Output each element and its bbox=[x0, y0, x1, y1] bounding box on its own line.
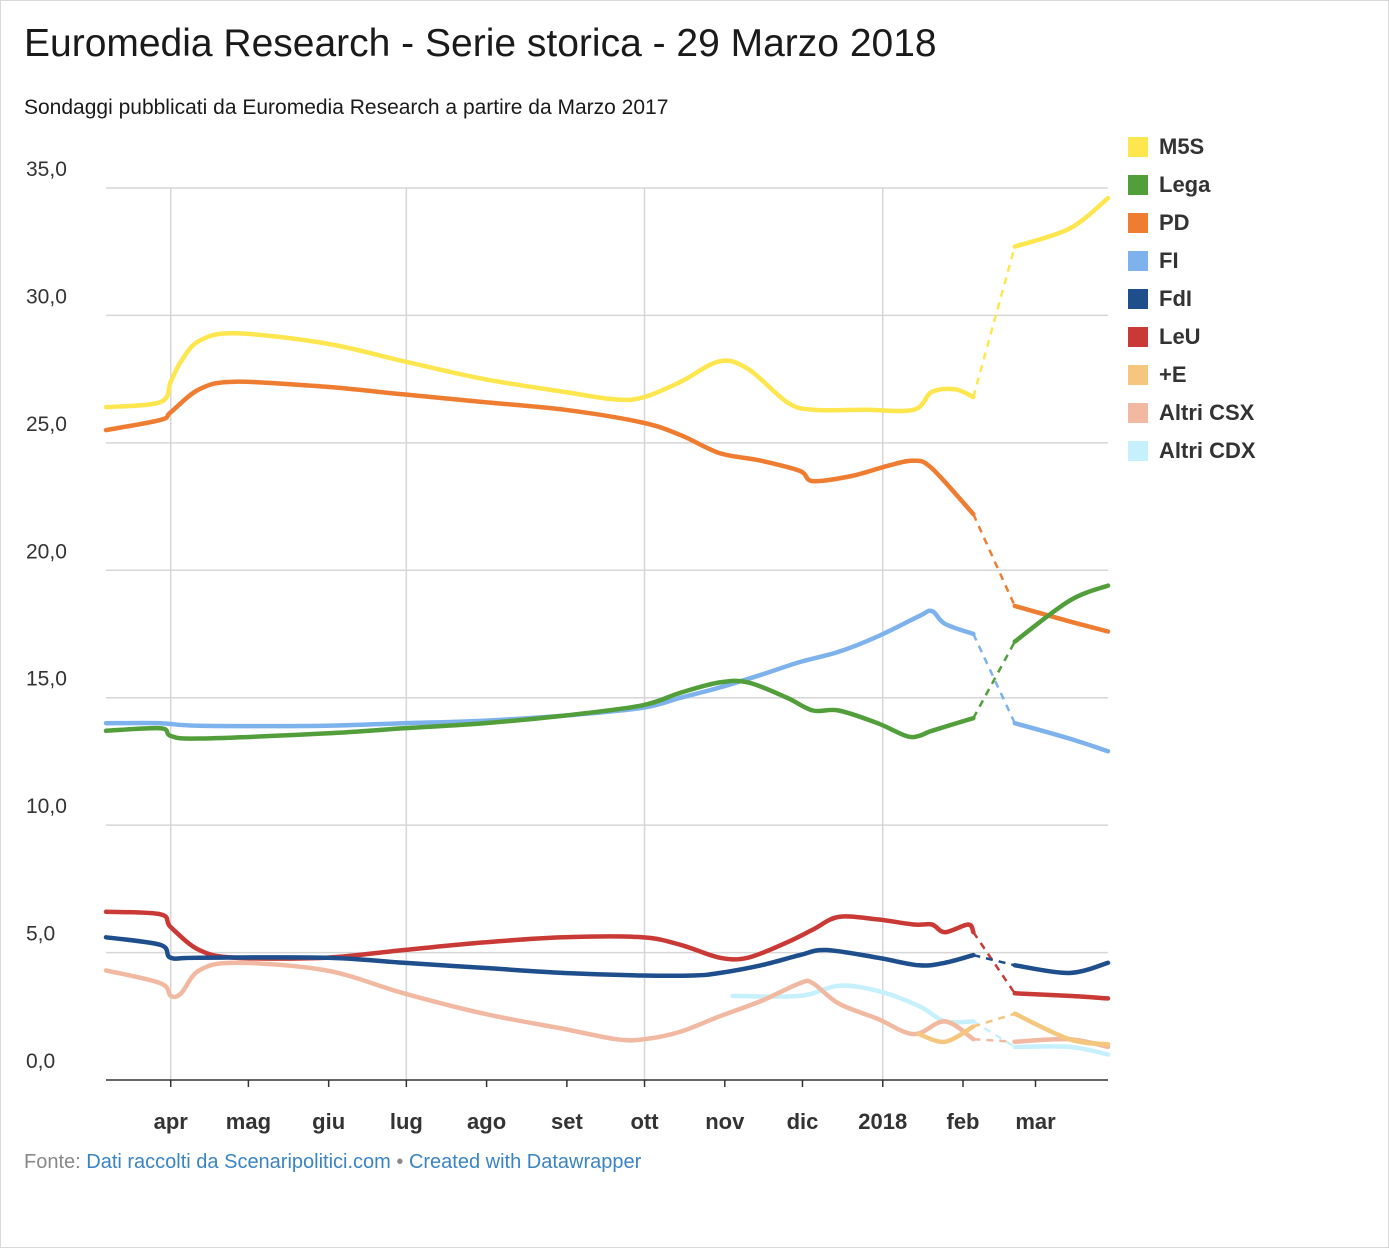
x-tick-label: nov bbox=[705, 1109, 745, 1134]
y-tick-label: 0,0 bbox=[26, 1050, 55, 1073]
legend-item: FdI bbox=[1128, 280, 1256, 318]
x-tick-label: feb bbox=[947, 1109, 980, 1134]
series-line-fi-after bbox=[1012, 720, 1111, 754]
x-tick-label: apr bbox=[154, 1109, 189, 1134]
x-tick-label: ago bbox=[467, 1109, 506, 1134]
legend-label: FI bbox=[1159, 248, 1179, 273]
legend-swatch bbox=[1128, 441, 1148, 461]
y-tick-label: 25,0 bbox=[26, 413, 67, 436]
x-tick-label: dic bbox=[787, 1109, 819, 1134]
series-line-fdi-after bbox=[1012, 960, 1111, 976]
series-line-e bbox=[916, 1024, 976, 1045]
series-line-pd bbox=[103, 379, 976, 517]
x-axis-ticks: apr mag giu lug ago set ott nov dic 2018 feb mar bbox=[154, 1080, 1056, 1134]
y-tick-label: 5,0 bbox=[26, 923, 55, 946]
legend-label: PD bbox=[1159, 210, 1190, 235]
legend-item: M5S bbox=[1128, 128, 1256, 166]
legend-item: PD bbox=[1128, 204, 1256, 242]
series-line-lega-after bbox=[1012, 583, 1111, 644]
series-dashed-pd bbox=[972, 513, 1016, 607]
legend-item: FI bbox=[1128, 242, 1256, 280]
x-tick-label: lug bbox=[390, 1109, 423, 1134]
footer-separator: • bbox=[390, 1151, 409, 1173]
source-link[interactable]: Dati raccolti da Scenaripolitici.com bbox=[86, 1151, 391, 1173]
legend-label: Lega bbox=[1159, 172, 1211, 197]
series-dashed-fi bbox=[972, 633, 1016, 724]
x-tick-label: giu bbox=[312, 1109, 345, 1134]
legend-swatch bbox=[1128, 403, 1148, 423]
legend-item: LeU bbox=[1128, 318, 1256, 356]
legend-item: +E bbox=[1128, 356, 1256, 394]
legend-swatch bbox=[1128, 137, 1148, 157]
grid-lines bbox=[106, 187, 1108, 1080]
legend-item: Lega bbox=[1128, 166, 1256, 204]
legend-swatch bbox=[1128, 289, 1148, 309]
series-line-leu-after bbox=[1012, 991, 1111, 1001]
series-dashed-altri-cdx bbox=[972, 1020, 1016, 1048]
chart-subtitle: Sondaggi pubblicati da Euromedia Researc… bbox=[24, 96, 669, 119]
legend-swatch bbox=[1128, 327, 1148, 347]
series-line-altri-csx bbox=[103, 960, 976, 1043]
x-tick-label: mag bbox=[226, 1109, 271, 1134]
chart-title: Euromedia Research - Serie storica - 29 … bbox=[24, 22, 937, 65]
series-line-m5s-after bbox=[1012, 195, 1111, 249]
series-dashed-m5s bbox=[972, 246, 1016, 398]
legend-swatch bbox=[1128, 213, 1148, 233]
legend-label: Altri CDX bbox=[1159, 438, 1256, 463]
footer-prefix: Fonte: bbox=[24, 1151, 87, 1173]
series-line-altri-cdx-after bbox=[1012, 1044, 1111, 1057]
series-line-altri-cdx bbox=[730, 983, 976, 1025]
series-line-fdi bbox=[103, 935, 976, 979]
y-tick-label: 35,0 bbox=[26, 158, 67, 181]
legend-swatch bbox=[1128, 175, 1148, 195]
x-tick-label: 2018 bbox=[858, 1109, 907, 1134]
series-dashed-e bbox=[972, 1012, 1016, 1028]
x-tick-label: set bbox=[551, 1109, 583, 1134]
legend-item: Altri CSX bbox=[1128, 394, 1256, 432]
legend-label: M5S bbox=[1159, 134, 1205, 159]
series-line-e-after bbox=[1012, 1011, 1111, 1047]
y-tick-label: 20,0 bbox=[26, 540, 67, 563]
series-dashed-lega bbox=[972, 641, 1016, 719]
series-dashed-altri-csx bbox=[973, 1037, 1015, 1044]
legend-item: Altri CDX bbox=[1128, 432, 1256, 470]
series-line-pd-after bbox=[1012, 603, 1111, 634]
legend-label: +E bbox=[1159, 362, 1187, 387]
x-tick-label: ott bbox=[630, 1109, 659, 1134]
series-dashed-fdi bbox=[973, 953, 1016, 967]
y-tick-label: 30,0 bbox=[26, 285, 67, 308]
y-tick-label: 10,0 bbox=[26, 795, 67, 818]
series-line-fi bbox=[103, 608, 976, 729]
legend-swatch bbox=[1128, 251, 1148, 271]
legend-label: Altri CSX bbox=[1159, 400, 1255, 425]
legend-swatch bbox=[1128, 365, 1148, 385]
series-line-m5s bbox=[103, 331, 976, 414]
y-axis-ticks: 35,0 30,0 25,0 20,0 15,0 10,0 5,0 0,0 bbox=[26, 158, 67, 1073]
series-lines bbox=[103, 195, 1111, 1057]
x-tick-label: mar bbox=[1015, 1109, 1056, 1134]
legend-label: LeU bbox=[1159, 324, 1201, 349]
y-tick-label: 15,0 bbox=[26, 668, 67, 691]
legend: M5S Lega PD FI FdI LeU +E Altri CSX Altri CDX bbox=[1128, 128, 1256, 470]
footer: Fonte: Dati raccolti da Scenaripolitici.… bbox=[24, 1151, 641, 1174]
credit-link[interactable]: Created with Datawrapper bbox=[408, 1151, 642, 1173]
series-dashed-leu bbox=[972, 931, 1016, 995]
series-line-lega bbox=[103, 678, 976, 741]
legend-label: FdI bbox=[1159, 286, 1192, 311]
